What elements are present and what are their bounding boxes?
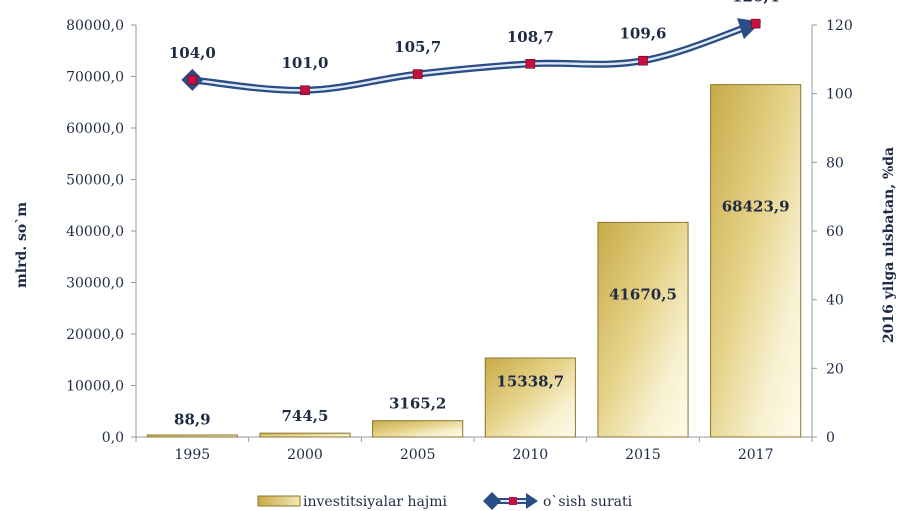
right-tick-label: 60 [826,224,844,240]
bar-series [146,84,802,438]
line-outer-stroke [188,20,760,94]
bar-data-label: 744,5 [282,407,329,425]
right-axis: 0 20 40 60 80 100 120 [811,18,853,446]
left-tick-label: 30000,0 [66,276,124,292]
line-data-label: 101,0 [282,54,329,72]
bar-data-label: 68423,9 [722,197,790,215]
legend-label-bar: investitsiyalar hajmi [303,494,447,510]
right-tick-label: 100 [826,87,853,103]
right-tick-label: 0 [826,430,835,446]
x-tick-label: 1995 [175,447,211,463]
line-point [412,69,423,79]
legend: investitsiyalar hajmi o`sish surati [257,492,633,510]
left-tick-label: 60000,0 [66,121,124,137]
x-tick-label: 2017 [738,447,774,463]
line-data-label: 108,7 [507,28,554,46]
line-point [525,58,536,69]
bar-data-labels: 88,9 744,5 3165,2 15338,7 41670,5 68423,9 [174,197,790,428]
legend-swatch-bar [257,495,301,507]
y2-axis-title: 2016 yilga nisbatan, %da [881,147,897,343]
legend-swatch-line [483,492,538,510]
x-tick-label: 2005 [400,447,436,463]
left-tick-label: 70000,0 [66,70,124,86]
bar [372,420,464,438]
bar [597,221,689,438]
right-tick-label: 80 [826,155,844,171]
line-inner-stroke [191,22,757,92]
line-data-label: 105,7 [394,38,441,56]
bar-data-label: 41670,5 [609,286,677,304]
bar [484,357,576,438]
left-tick-label: 20000,0 [66,327,124,343]
left-tick-label: 10000,0 [66,379,124,395]
left-tick-label: 40000,0 [66,224,124,240]
bar-data-label: 88,9 [174,411,211,429]
right-tick-label: 20 [826,361,844,377]
legend-label-line: o`sish surati [543,494,633,510]
x-axis: 1995 2000 2005 2010 2015 2017 [135,436,813,463]
line-data-label: 120,4 [732,0,779,6]
bar [710,84,802,438]
right-tick-label: 40 [826,293,844,309]
y-axis-title: mlrd. so`m [14,202,30,288]
bar [259,432,351,438]
left-tick-label: 80000,0 [66,18,124,34]
line-series [181,18,762,96]
left-tick-label: 0,0 [102,430,124,446]
x-tick-label: 2000 [287,447,323,463]
right-tick-label: 120 [826,18,853,34]
bar-data-label: 15338,7 [496,372,564,390]
line-point [750,18,761,29]
right-axis-ticks: 0 20 40 60 80 100 120 [812,18,853,446]
bar-data-label: 3165,2 [389,395,446,413]
line-data-label: 109,6 [620,25,667,43]
line-point [300,85,310,96]
x-tick-label: 2010 [513,447,549,463]
line-point [638,55,648,66]
left-tick-label: 50000,0 [66,173,124,189]
left-axis-ticks: 0,0 10000,0 20000,0 30000,0 40000,0 50000,0 60… [66,18,136,446]
line-point [187,75,198,85]
bar [146,434,238,438]
line-data-label: 104,0 [169,44,216,62]
left-axis: 0,0 10000,0 20000,0 30000,0 40000,0 50000,0 60… [66,18,137,446]
line-data-labels: 104,0 101,0 105,7 108,7 109,6 120,4 [169,0,779,72]
x-tick-label: 2015 [625,447,661,463]
x-axis-ticks: 1995 2000 2005 2010 2015 2017 [135,437,813,463]
